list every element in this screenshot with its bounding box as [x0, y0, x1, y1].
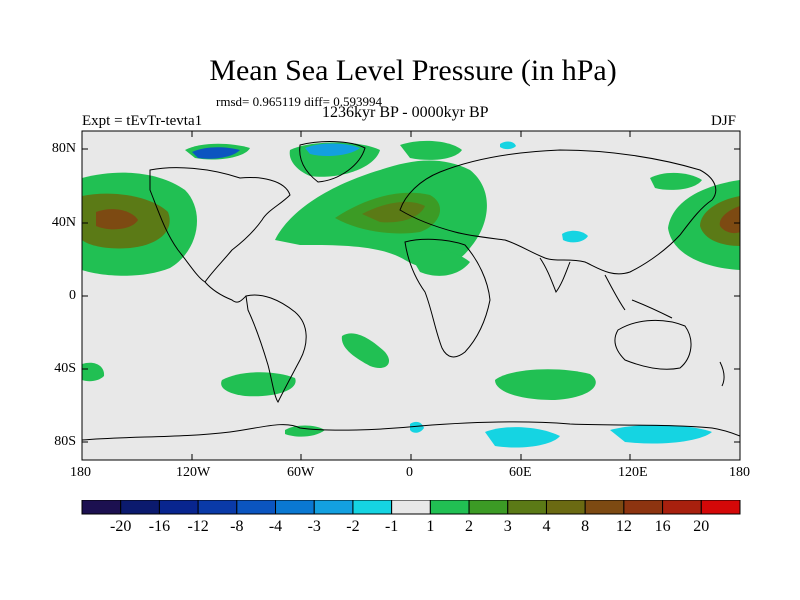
- coast-australia: [614, 319, 692, 370]
- anomaly-arctic-negative-light: [305, 143, 360, 156]
- colorbar-box: [236, 500, 277, 515]
- colorbar-box: [313, 500, 354, 515]
- colorbar-label: -2: [346, 518, 360, 535]
- x-tick-label: 60W: [287, 465, 315, 480]
- anomaly-fields: [82, 140, 740, 448]
- coast-south-america: [245, 294, 307, 403]
- colorbar-box: [352, 500, 393, 515]
- coast-africa: [404, 238, 491, 358]
- colorbar-label: -3: [307, 518, 321, 535]
- map-title: Mean Sea Level Pressure (in hPa): [209, 54, 617, 87]
- colorbar-box: [623, 500, 664, 515]
- colorbar-box: [391, 500, 431, 515]
- y-tick-label: 0: [69, 288, 76, 303]
- coastlines: [82, 141, 740, 441]
- anomaly-north-pacific-east-peak: [719, 206, 740, 234]
- anomaly-asia-negative: [562, 230, 588, 243]
- stats-text: rmsd= 0.965119 diff= 0.593994: [216, 94, 382, 109]
- y-tick-label: 40N: [51, 215, 76, 230]
- anomaly-arctic-small: [500, 141, 516, 150]
- colorbar-label: -4: [268, 518, 283, 535]
- anomaly-south-pacific-west: [82, 362, 105, 382]
- colorbar-label: 20: [693, 518, 710, 535]
- colorbar-box: [81, 500, 122, 515]
- x-tick-label: 180: [729, 465, 750, 480]
- colorbar-label: 1: [426, 518, 435, 535]
- coast-new-zealand: [719, 361, 725, 387]
- colorbar-label: 2: [465, 518, 474, 535]
- season-label: DJF: [711, 113, 737, 129]
- axis-ticks: [81, 131, 741, 460]
- colorbar-label: 4: [542, 518, 551, 535]
- x-tick-label: 120E: [618, 465, 648, 480]
- colorbar-box: [584, 500, 625, 515]
- colorbar-box: [120, 500, 160, 515]
- anomaly-arctic-scandinavia: [400, 140, 462, 160]
- anomaly-antarctic-negative-2: [610, 424, 712, 444]
- x-tick-label: 60E: [509, 465, 532, 480]
- colorbar-label: -1: [384, 518, 399, 535]
- coast-greenland: [299, 141, 366, 183]
- coast-india: [539, 257, 571, 294]
- anomaly-south-pacific: [221, 372, 296, 397]
- colorbar-box: [158, 500, 199, 515]
- y-tick-label: 80S: [54, 434, 76, 449]
- colorbar-box: [468, 500, 509, 515]
- colorbar-box: [197, 500, 238, 515]
- anomaly-bering: [650, 172, 702, 190]
- colorbar-label: 16: [654, 518, 671, 535]
- colorbar-label: -12: [187, 518, 209, 535]
- colorbar-box: [429, 500, 470, 515]
- colorbar-label: 8: [581, 518, 590, 535]
- colorbar-label: -20: [110, 518, 132, 535]
- colorbar-label: 12: [615, 518, 632, 535]
- colorbar-label: -16: [148, 518, 171, 535]
- colorbar-box: [507, 500, 547, 515]
- anomaly-south-indian: [495, 369, 596, 400]
- anomaly-north-atlantic-peak: [362, 201, 425, 223]
- colorbar-box: [700, 500, 741, 515]
- anomaly-antarctic-green: [285, 425, 325, 437]
- anomaly-north-pacific-west-peak: [96, 209, 138, 230]
- coast-europe-asia: [399, 149, 717, 275]
- anomaly-antarctic-negative-1: [485, 427, 560, 448]
- coast-antarctica: [82, 421, 740, 441]
- anomaly-antarctic-negative-3: [410, 421, 424, 433]
- colorbar: [81, 500, 741, 515]
- experiment-label: Expt = tEvTr-tevta1: [82, 113, 203, 129]
- y-tick-label: 40S: [54, 361, 76, 376]
- colorbar-box: [545, 500, 586, 515]
- period-text: 1236kyr BP - 0000kyr BP: [322, 104, 489, 121]
- x-tick-label: 120W: [176, 465, 211, 480]
- anomaly-north-africa: [410, 249, 470, 276]
- anomaly-south-atlantic: [341, 333, 390, 369]
- y-tick-label: 80N: [51, 141, 76, 156]
- colorbar-box: [662, 500, 702, 515]
- colorbar-label: -8: [230, 518, 244, 535]
- x-tick-label: 0: [406, 465, 413, 480]
- x-tick-label: 180: [70, 465, 91, 480]
- colorbar-box: [275, 500, 315, 515]
- coast-north-america: [149, 167, 291, 283]
- coast-central-america: [204, 281, 247, 303]
- anomaly-arctic-negative: [192, 147, 240, 159]
- coast-southeast-asia: [604, 274, 673, 319]
- anomaly-north-pacific-east-core: [700, 196, 740, 246]
- colorbar-label: 3: [503, 518, 512, 535]
